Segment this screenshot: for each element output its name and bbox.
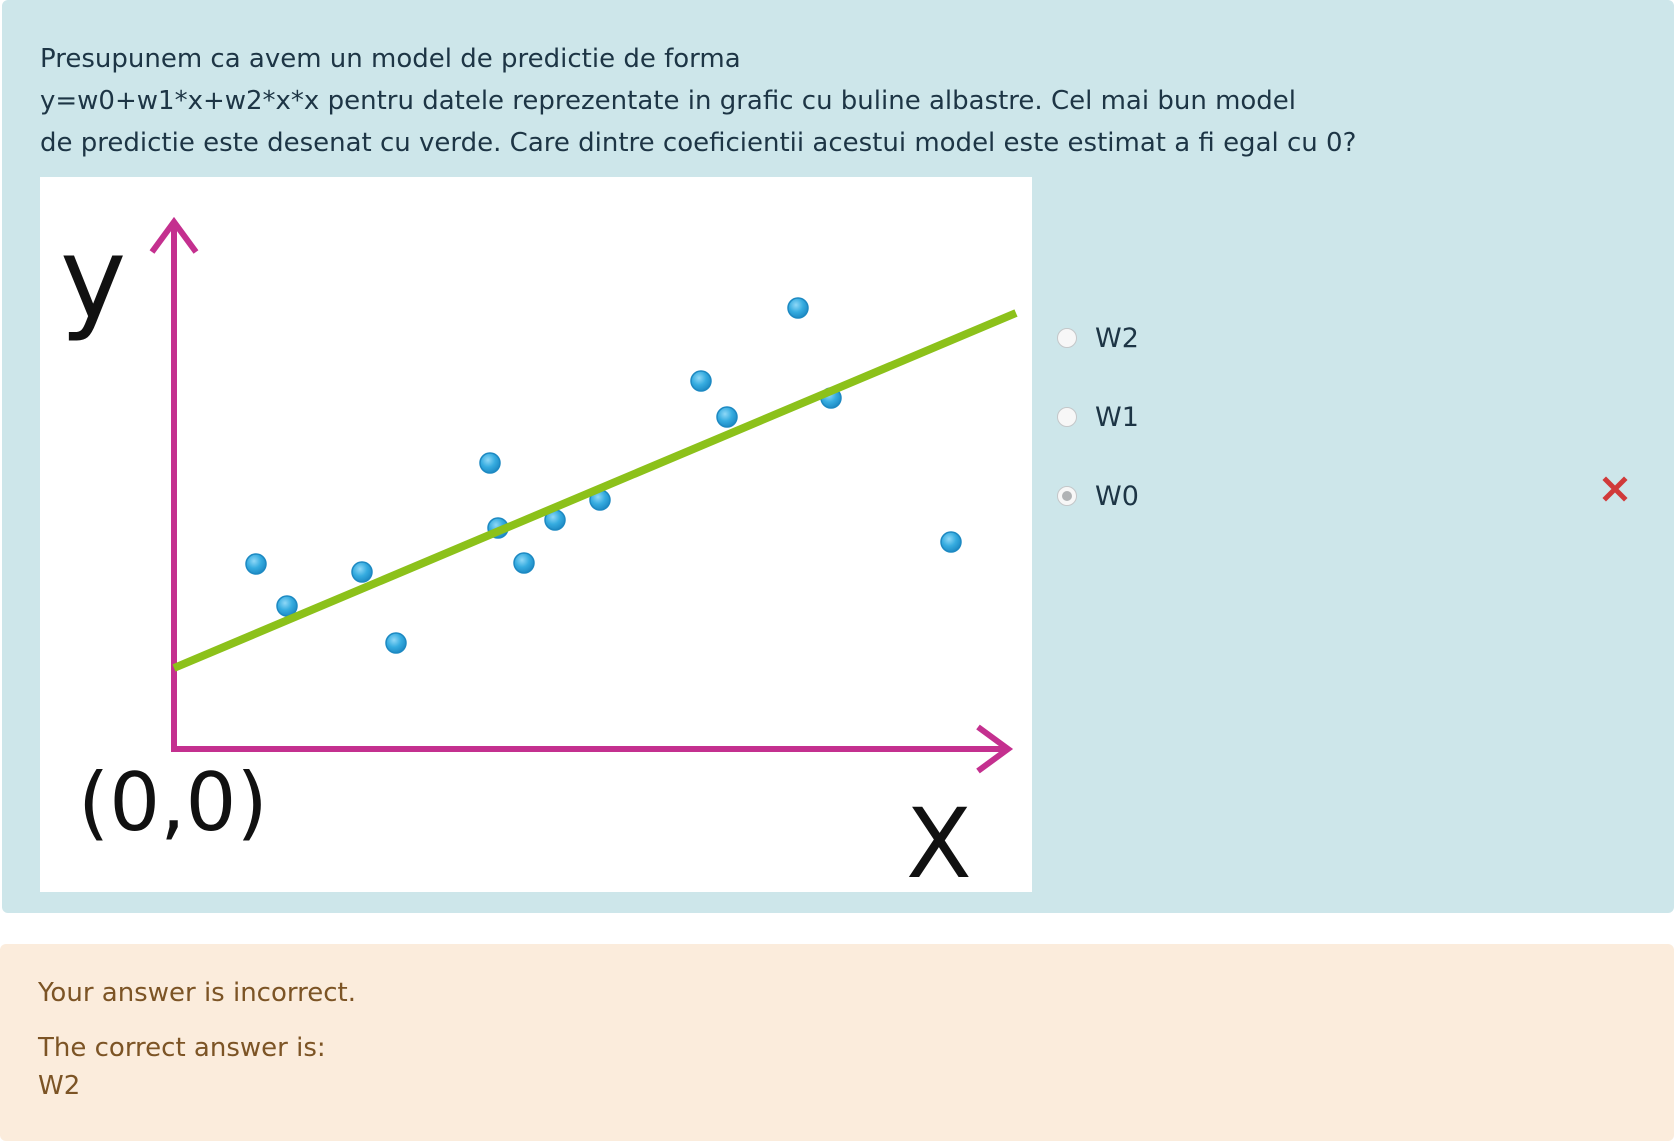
x-axis-label: X bbox=[906, 788, 972, 892]
radio-w0[interactable] bbox=[1057, 486, 1077, 506]
y-axis-arrow bbox=[149, 216, 199, 254]
radio-w1[interactable] bbox=[1057, 407, 1077, 427]
question-line-3: de predictie este desenat cu verde. Care… bbox=[40, 128, 1357, 158]
y-axis-label: y bbox=[60, 214, 126, 344]
correct-answer-intro: The correct answer is: bbox=[38, 1033, 326, 1063]
x-axis-arrow bbox=[976, 724, 1014, 774]
data-point bbox=[690, 370, 712, 392]
correct-answer-value: W2 bbox=[38, 1071, 81, 1101]
origin-label: (0,0) bbox=[78, 756, 268, 849]
answer-option-w2[interactable]: W2 bbox=[1057, 310, 1617, 366]
feedback-panel: Your answer is incorrect. The correct an… bbox=[0, 944, 1674, 1141]
fit-line bbox=[172, 309, 1018, 672]
data-point bbox=[245, 553, 267, 575]
data-point bbox=[787, 297, 809, 319]
answer-label-w2: W2 bbox=[1095, 322, 1139, 354]
answer-label-w1: W1 bbox=[1095, 401, 1139, 433]
cross-icon bbox=[1602, 476, 1628, 502]
data-point bbox=[479, 452, 501, 474]
data-point bbox=[513, 552, 535, 574]
data-point bbox=[716, 406, 738, 428]
answer-label-w0: W0 bbox=[1095, 480, 1139, 512]
data-point bbox=[276, 595, 298, 617]
answer-option-w0[interactable]: W0 bbox=[1057, 468, 1617, 524]
answer-option-w1[interactable]: W1 bbox=[1057, 389, 1617, 445]
radio-w2[interactable] bbox=[1057, 328, 1077, 348]
question-figure: y X (0,0) bbox=[40, 177, 1032, 892]
question-line-2: y=w0+w1*x+w2*x*x pentru datele reprezent… bbox=[40, 86, 1297, 116]
data-point bbox=[351, 561, 373, 583]
data-point bbox=[940, 531, 962, 553]
question-text: Presupunem ca avem un model de predictie… bbox=[40, 38, 1357, 164]
question-panel: Presupunem ca avem un model de predictie… bbox=[2, 0, 1674, 913]
feedback-text: Your answer is incorrect. The correct an… bbox=[38, 974, 356, 1105]
question-line-1: Presupunem ca avem un model de predictie… bbox=[40, 44, 741, 74]
regression-figure: y X (0,0) bbox=[60, 214, 1018, 892]
feedback-status: Your answer is incorrect. bbox=[38, 978, 356, 1008]
data-point bbox=[385, 632, 407, 654]
data-points bbox=[245, 297, 962, 654]
